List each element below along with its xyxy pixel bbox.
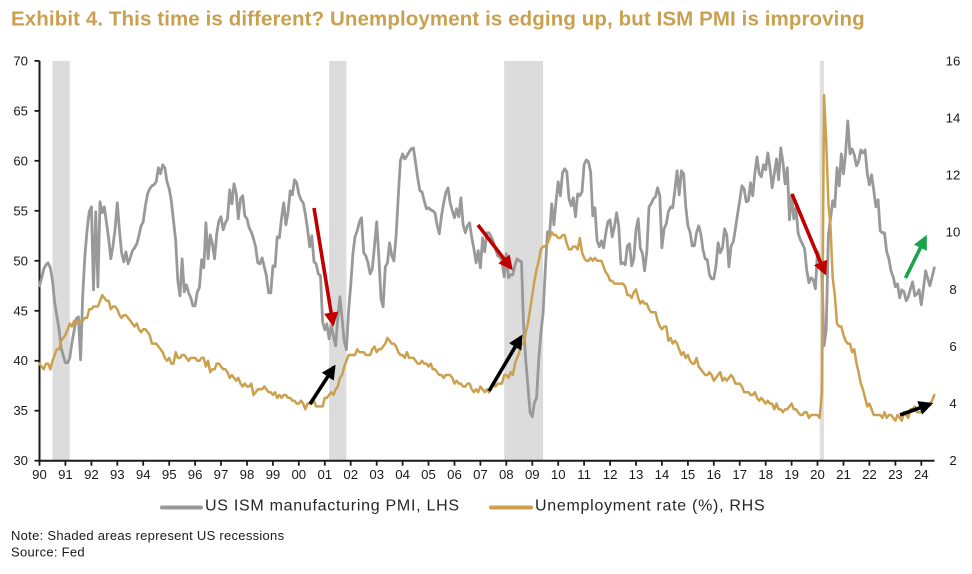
svg-text:45: 45 xyxy=(13,303,28,318)
svg-text:17: 17 xyxy=(732,467,747,482)
svg-text:40: 40 xyxy=(13,353,28,368)
svg-text:98: 98 xyxy=(240,467,255,482)
svg-text:50: 50 xyxy=(13,253,28,268)
svg-text:04: 04 xyxy=(395,467,410,482)
svg-text:07: 07 xyxy=(473,467,488,482)
svg-text:22: 22 xyxy=(862,467,877,482)
svg-text:21: 21 xyxy=(836,467,851,482)
svg-text:16: 16 xyxy=(706,467,721,482)
svg-text:00: 00 xyxy=(291,467,306,482)
svg-text:91: 91 xyxy=(58,467,73,482)
svg-text:35: 35 xyxy=(13,403,28,418)
svg-text:03: 03 xyxy=(369,467,384,482)
svg-text:01: 01 xyxy=(317,467,332,482)
svg-text:24: 24 xyxy=(914,467,929,482)
svg-text:10: 10 xyxy=(946,225,961,240)
svg-text:65: 65 xyxy=(13,103,28,118)
svg-text:09: 09 xyxy=(525,467,540,482)
svg-text:60: 60 xyxy=(13,153,28,168)
svg-text:55: 55 xyxy=(13,203,28,218)
svg-text:06: 06 xyxy=(447,467,462,482)
svg-text:13: 13 xyxy=(629,467,644,482)
svg-text:08: 08 xyxy=(499,467,514,482)
svg-text:12: 12 xyxy=(603,467,618,482)
svg-text:4: 4 xyxy=(949,396,956,411)
svg-text:Exhibit 4. This time is differ: Exhibit 4. This time is different? Unemp… xyxy=(11,8,865,31)
svg-text:30: 30 xyxy=(13,453,28,468)
svg-text:US ISM manufacturing PMI, LHS: US ISM manufacturing PMI, LHS xyxy=(205,498,460,515)
svg-text:95: 95 xyxy=(162,467,177,482)
svg-text:97: 97 xyxy=(214,467,229,482)
svg-text:16: 16 xyxy=(946,53,961,68)
svg-text:15: 15 xyxy=(681,467,696,482)
svg-text:2: 2 xyxy=(949,453,956,468)
svg-text:Note: Shaded areas represent U: Note: Shaded areas represent US recessio… xyxy=(11,528,285,543)
svg-text:70: 70 xyxy=(13,53,28,68)
svg-text:8: 8 xyxy=(949,282,956,297)
svg-text:11: 11 xyxy=(577,467,591,482)
svg-text:Source: Fed: Source: Fed xyxy=(11,545,85,560)
svg-text:05: 05 xyxy=(421,467,436,482)
svg-text:20: 20 xyxy=(810,467,825,482)
svg-text:90: 90 xyxy=(32,467,47,482)
svg-text:96: 96 xyxy=(188,467,203,482)
svg-text:94: 94 xyxy=(136,467,151,482)
svg-text:93: 93 xyxy=(110,467,125,482)
svg-text:12: 12 xyxy=(946,168,961,183)
svg-text:92: 92 xyxy=(84,467,99,482)
svg-text:23: 23 xyxy=(888,467,903,482)
svg-text:99: 99 xyxy=(266,467,281,482)
svg-text:10: 10 xyxy=(551,467,566,482)
svg-text:18: 18 xyxy=(758,467,773,482)
svg-text:02: 02 xyxy=(343,467,358,482)
svg-text:19: 19 xyxy=(784,467,799,482)
svg-text:6: 6 xyxy=(949,339,956,354)
svg-text:Unemployment rate (%), RHS: Unemployment rate (%), RHS xyxy=(535,498,765,515)
svg-text:14: 14 xyxy=(655,467,670,482)
svg-text:14: 14 xyxy=(946,111,961,126)
